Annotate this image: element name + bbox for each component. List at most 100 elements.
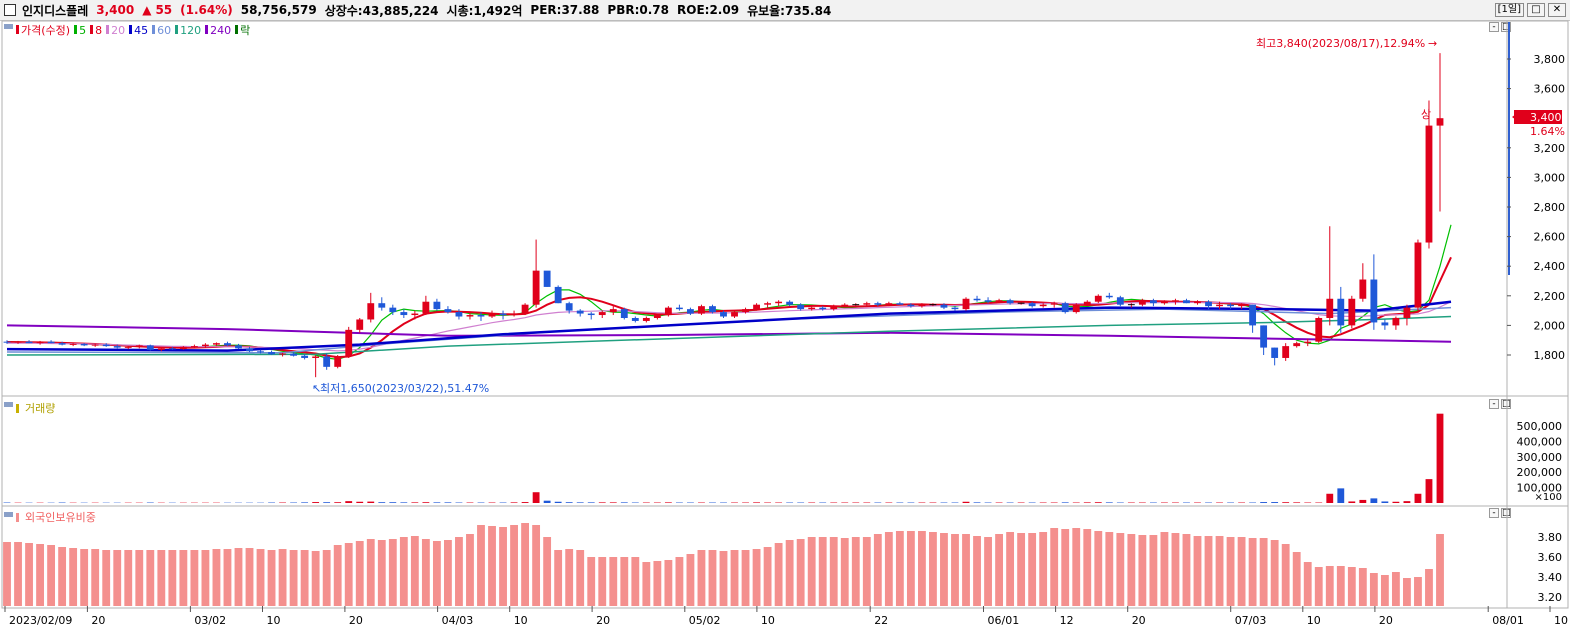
candle-body xyxy=(918,304,926,307)
listed-shares: 상장수:43,885,224 xyxy=(324,3,439,18)
foreign-holding-bar xyxy=(377,540,386,606)
stock-info-bar: 인지디스플레 3,400 ▲ 55 (1.64%) 58,756,579 상장수… xyxy=(0,0,1570,21)
candle-body xyxy=(268,352,275,355)
volume-legend[interactable]: 거래량 xyxy=(16,400,55,416)
foreign-holding-bar xyxy=(333,545,342,606)
foreign-holding-bar xyxy=(14,542,22,606)
volume-bar xyxy=(543,500,551,503)
foreign-holding-bar xyxy=(818,537,827,606)
volume-bar xyxy=(1282,502,1290,503)
upper-limit-marker: 상 xyxy=(1421,108,1431,121)
foreign-holding-bar xyxy=(344,543,353,606)
foreign-holding-bar xyxy=(774,543,783,606)
volume-bar xyxy=(356,501,364,503)
candle-body xyxy=(1348,298,1356,326)
candle-body xyxy=(543,270,551,287)
volume-bar xyxy=(565,502,573,503)
current-price-tag xyxy=(1514,110,1562,124)
foreign-holding-bar xyxy=(1248,538,1257,606)
volume-axis-label: 200,000 xyxy=(1517,466,1563,479)
foreign-holding-bar xyxy=(1436,534,1444,606)
candle-body xyxy=(1072,304,1080,313)
volume-bar xyxy=(312,502,320,503)
foreign-holding-bar xyxy=(620,557,629,606)
candle-body xyxy=(1293,343,1301,347)
legend-ma-5[interactable]: 5 xyxy=(74,24,86,37)
candle-body xyxy=(1425,125,1433,243)
maximize-icon[interactable]: □ xyxy=(1501,399,1511,409)
date-label: 10 xyxy=(267,614,281,627)
volume-bar xyxy=(1260,502,1268,503)
foreign-holding-bar xyxy=(796,539,805,606)
volume-axis-label: 300,000 xyxy=(1517,451,1563,464)
foreign-holding-bar xyxy=(311,551,320,606)
legend-ma-8[interactable]: 8 xyxy=(90,24,102,37)
candle-body xyxy=(69,343,77,345)
candle-body xyxy=(190,346,198,348)
foreign-holding-bar xyxy=(455,537,463,606)
candle-body xyxy=(135,345,143,347)
select-checkbox[interactable] xyxy=(4,4,16,16)
foreign-holding-bar xyxy=(69,548,78,606)
foreign-holding-bar xyxy=(1380,575,1389,606)
foreign-holding-bar xyxy=(631,557,640,606)
candle-body xyxy=(290,353,298,356)
foreign-holding-bar xyxy=(278,549,287,606)
price-axis-label: 3,000 xyxy=(1534,171,1566,184)
foreign-holding-bar xyxy=(840,538,849,606)
candle-body xyxy=(1304,341,1312,344)
candle-body xyxy=(1205,301,1212,307)
period-button[interactable]: [1일] xyxy=(1494,3,1524,17)
legend-ma-120[interactable]: 120 xyxy=(175,24,201,37)
stock-name[interactable]: 인지디스플레 xyxy=(22,3,89,18)
volume-bar xyxy=(532,492,540,503)
panel-frame xyxy=(1,395,1508,507)
candle-body xyxy=(3,341,11,343)
close-icon[interactable]: ✕ xyxy=(1548,3,1566,17)
price-axis-label: 2,400 xyxy=(1534,260,1566,273)
foreign-holding-bar xyxy=(1314,567,1323,606)
minimize-icon[interactable]: - xyxy=(1489,22,1499,32)
legend-price[interactable]: 가격(수정) xyxy=(16,22,70,38)
candle-body xyxy=(1326,298,1334,318)
minimize-icon[interactable]: - xyxy=(1489,399,1499,409)
foreign-holding-bar xyxy=(1006,532,1015,606)
minimize-icon[interactable]: - xyxy=(1489,508,1499,518)
candle-body xyxy=(146,345,154,350)
maximize-icon[interactable]: □ xyxy=(1501,22,1511,32)
legend-ma-20[interactable]: 20 xyxy=(106,24,125,37)
candle-body xyxy=(664,307,672,316)
date-label: 10 xyxy=(761,614,775,627)
foreign-holding-bar xyxy=(1083,529,1092,606)
candle-body xyxy=(1050,303,1058,305)
candle-body xyxy=(1006,300,1014,304)
foreign-holding-bar xyxy=(1017,533,1026,606)
candle-body xyxy=(675,307,683,310)
ma-line-5 xyxy=(6,224,1452,361)
candle-body xyxy=(775,301,783,304)
current-price: 3,400 xyxy=(96,3,135,17)
volume-bar xyxy=(422,502,430,503)
candle-body xyxy=(951,307,959,310)
price-axis-label: 2,800 xyxy=(1534,201,1566,214)
candle-body xyxy=(1149,300,1157,304)
candle-body xyxy=(279,353,286,355)
volume-axis-label: 500,000 xyxy=(1517,420,1563,433)
restore-icon[interactable]: □ xyxy=(1527,3,1545,17)
legend-ex-rights[interactable]: 락 xyxy=(235,22,250,38)
volume-bar xyxy=(400,502,408,503)
foreign-holding-bar xyxy=(432,541,441,606)
legend-ma-240[interactable]: 240 xyxy=(205,24,231,37)
foreign-legend[interactable]: 외국인보유비중 xyxy=(16,509,96,525)
legend-ma-60[interactable]: 60 xyxy=(152,24,171,37)
maximize-icon[interactable]: □ xyxy=(1501,508,1511,518)
candle-body xyxy=(973,298,981,301)
candle-body xyxy=(786,301,794,305)
volume-bar xyxy=(1094,502,1102,503)
legend-ma-45[interactable]: 45 xyxy=(129,24,148,37)
foreign-holding-bar xyxy=(895,531,904,606)
foreign-holding-bar xyxy=(697,550,706,606)
foreign-holding-bar xyxy=(565,549,574,606)
panel-frame xyxy=(1,20,1508,397)
foreign-holding-bar xyxy=(1270,540,1279,606)
